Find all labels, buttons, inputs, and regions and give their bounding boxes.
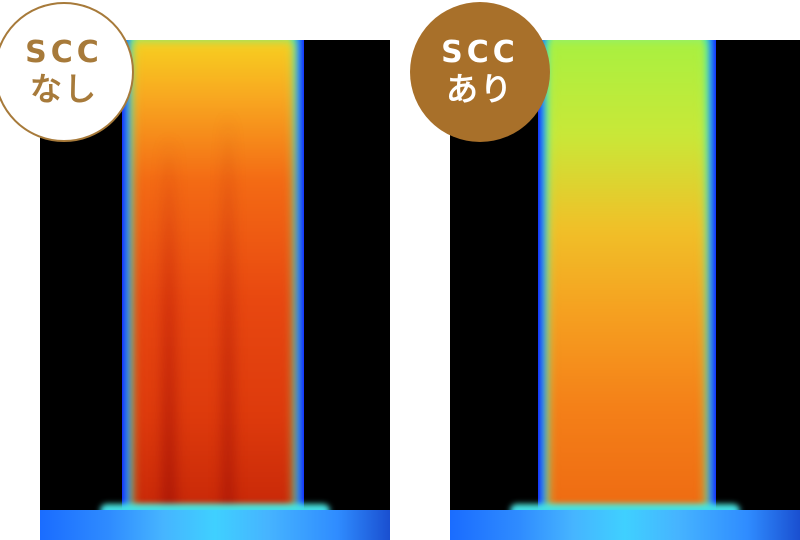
heat-column [122,40,304,514]
badge-label-bottom: なし [29,70,98,108]
heat-base [450,510,800,540]
thermal-image-with-scc [450,40,800,540]
badge-without-scc: SCC なし [0,2,134,142]
badge-label-top: SCC [25,35,103,70]
badge-label-bottom: あり [445,70,514,108]
badge-label-top: SCC [441,35,519,70]
badge-with-scc: SCC あり [410,2,550,142]
heat-base [40,510,390,540]
heat-column [538,40,716,514]
thermal-image-without-scc [40,40,390,540]
